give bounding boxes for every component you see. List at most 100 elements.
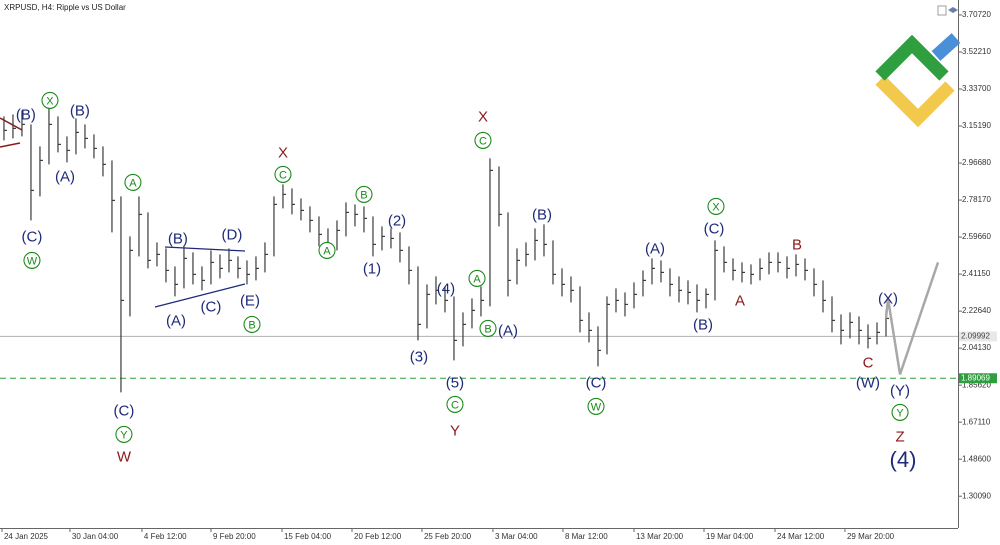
- trendline: [154, 283, 246, 308]
- wave-label: W: [27, 255, 38, 267]
- wave-label: B: [484, 323, 491, 335]
- x-tick-label: 4 Feb 12:00: [144, 532, 187, 541]
- wave-label: C: [279, 169, 287, 181]
- wave-label: X: [712, 201, 720, 213]
- y-tick-label: 2.22640: [962, 306, 991, 315]
- wave-circle: [587, 397, 605, 415]
- y-tick-label: 2.96680: [962, 158, 991, 167]
- wave-label: (E): [240, 292, 260, 309]
- wave-circle: [891, 403, 909, 421]
- wave-label: (1): [363, 260, 381, 277]
- wave-label: B: [248, 319, 255, 331]
- toolbar-icons[interactable]: [937, 5, 958, 16]
- wave-label: W: [117, 448, 132, 465]
- trendline: [164, 246, 246, 252]
- y-tick-label: 2.59660: [962, 232, 991, 241]
- wave-circle: [274, 165, 292, 183]
- y-tick-label: 2.78170: [962, 195, 991, 204]
- x-tick-label: 13 Mar 20:00: [636, 532, 684, 541]
- wave-circle: [446, 395, 464, 413]
- wave-circle: [115, 425, 133, 443]
- wave-label: (B): [16, 106, 36, 123]
- y-tick-label: 2.41150: [962, 269, 991, 278]
- y-tick-label: 1.30090: [962, 491, 991, 500]
- x-tick-label: 24 Jan 2025: [4, 532, 49, 541]
- wave-label: (4): [437, 280, 455, 297]
- x-tick-label: 19 Mar 04:00: [706, 532, 754, 541]
- y-tick-label: 1.85620: [962, 380, 991, 389]
- wave-label: W: [591, 401, 602, 413]
- wave-label: (C): [201, 298, 222, 315]
- wave-label: (W): [856, 374, 880, 391]
- x-tick-label: 8 Mar 12:00: [565, 532, 608, 541]
- price-label-box: [959, 373, 997, 384]
- wave-label: (5): [446, 374, 464, 391]
- wave-label: (X): [878, 290, 898, 307]
- x-tick-label: 30 Jan 04:00: [72, 532, 119, 541]
- wave-label: (A): [55, 168, 75, 185]
- wave-label: (Y): [890, 382, 910, 399]
- wave-label: C: [479, 135, 487, 147]
- wave-label: (2): [388, 212, 406, 229]
- y-tick-label: 3.70720: [962, 10, 991, 19]
- y-tick-label: 3.15190: [962, 121, 991, 130]
- wave-circle: [707, 197, 725, 215]
- wave-circle: [468, 269, 486, 287]
- wave-label: (A): [498, 322, 518, 339]
- wave-circle: [124, 173, 142, 191]
- x-tick-label: 3 Mar 04:00: [495, 532, 538, 541]
- logo: [875, 33, 961, 128]
- wave-circle: [474, 131, 492, 149]
- wave-label: (4): [890, 447, 917, 472]
- wave-label: (B): [532, 206, 552, 223]
- wave-circle: [318, 241, 336, 259]
- wave-label: A: [129, 177, 137, 189]
- wave-circle: [23, 251, 41, 269]
- wave-label: (C): [114, 402, 135, 419]
- wave-circle: [41, 91, 59, 109]
- wave-label: (C): [586, 374, 607, 391]
- wave-circle: [243, 315, 261, 333]
- forecast-line: [884, 261, 940, 375]
- y-tick-label: 3.33700: [962, 84, 991, 93]
- y-tick-label: 3.52210: [962, 47, 991, 56]
- x-tick-label: 29 Mar 20:00: [847, 532, 895, 541]
- wave-label: X: [46, 95, 54, 107]
- wave-label: (A): [166, 312, 186, 329]
- wave-label: (D): [222, 226, 243, 243]
- y-tick-label: 1.67110: [962, 417, 991, 426]
- wave-label: Y: [450, 422, 460, 439]
- wave-label: Z: [895, 428, 904, 445]
- wave-label: Y: [120, 429, 128, 441]
- y-tick-label: 1.48600: [962, 454, 991, 463]
- wave-label: Y: [896, 407, 904, 419]
- wave-label: A: [473, 273, 481, 285]
- wave-label: (B): [70, 102, 90, 119]
- wave-circle: [355, 185, 373, 203]
- x-tick-label: 24 Mar 12:00: [777, 532, 825, 541]
- wave-label: A: [735, 292, 745, 309]
- wave-label: (B): [693, 316, 713, 333]
- price-label: 1.89069: [961, 373, 990, 382]
- wave-label: (B): [168, 230, 188, 247]
- wave-label: (C): [704, 220, 725, 237]
- wave-label: C: [451, 399, 459, 411]
- wave-circle: [479, 319, 497, 337]
- x-tick-label: 15 Feb 04:00: [284, 532, 332, 541]
- chart-title: XRPUSD, H4: Ripple vs US Dollar: [4, 3, 126, 12]
- x-tick-label: 9 Feb 20:00: [213, 532, 256, 541]
- x-tick-label: 20 Feb 12:00: [354, 532, 402, 541]
- wave-label: (C): [22, 228, 43, 245]
- price-label: 2.09992: [961, 332, 990, 341]
- x-tick-label: 25 Feb 20:00: [424, 532, 472, 541]
- wave-label: B: [792, 236, 802, 253]
- wave-label: (A): [645, 240, 665, 257]
- wave-label: B: [360, 189, 367, 201]
- wave-label: C: [863, 354, 874, 371]
- y-tick-label: 2.04130: [962, 343, 991, 352]
- wave-label: X: [278, 144, 288, 161]
- trendline: [0, 142, 21, 148]
- price-label-box: [959, 331, 997, 342]
